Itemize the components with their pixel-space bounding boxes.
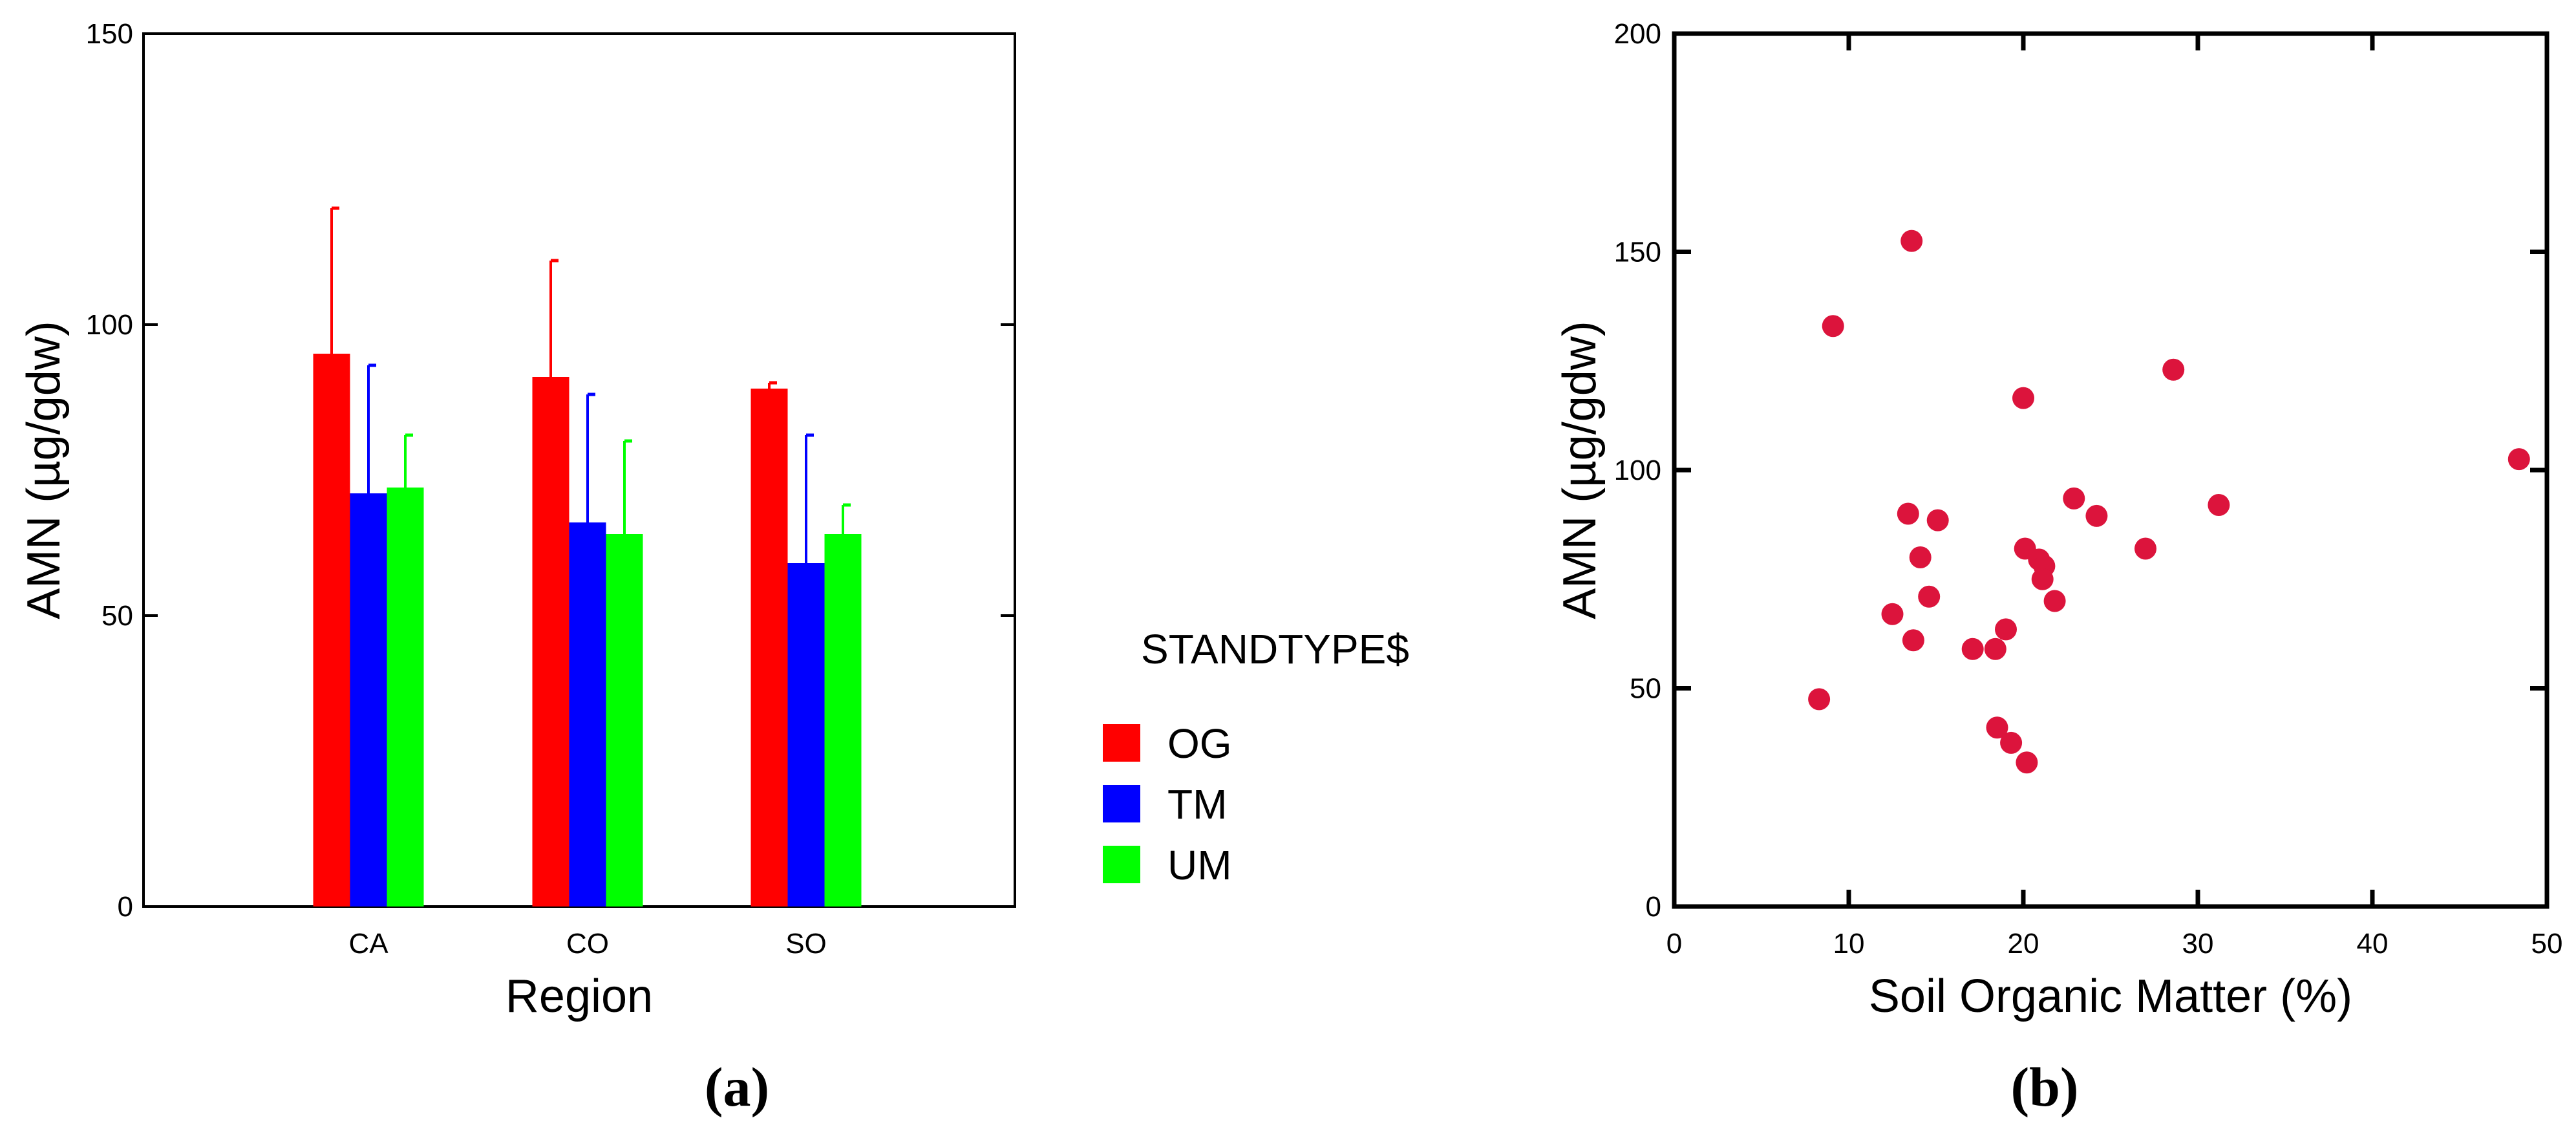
scatter-point — [2000, 731, 2023, 754]
y-axis-title: AMN (µg/gdw) — [18, 321, 70, 619]
bar-tm-co — [569, 522, 606, 907]
legend-label-tm: TM — [1167, 781, 1227, 828]
bar-um-so — [824, 534, 862, 907]
scatter-point — [2063, 487, 2085, 510]
error-bars — [330, 206, 851, 563]
x-tick-label: CO — [566, 928, 609, 960]
legend-items: OG TM UM — [1103, 720, 1232, 888]
y-tick-label: 100 — [86, 309, 133, 341]
y-tick-label: 150 — [1614, 237, 1661, 268]
y-axis-ticks: 0 50 100 150 200 — [1614, 18, 2547, 923]
bar-og-co — [532, 377, 569, 907]
x-tick-label: 40 — [2357, 928, 2389, 960]
bar-tm-so — [787, 563, 825, 907]
y-tick-label: 50 — [1630, 673, 1661, 705]
legend-title: STANDTYPE$ — [1141, 626, 1409, 672]
x-tick-label: 20 — [2008, 928, 2039, 960]
scatter-point — [1961, 638, 1984, 660]
legend-label-og: OG — [1167, 720, 1232, 767]
bar-og-ca — [313, 354, 350, 907]
bar-um-ca — [387, 488, 424, 907]
x-axis-title: Region — [506, 971, 653, 1022]
scatter-point — [1881, 603, 1904, 625]
scatter-point — [1902, 629, 1924, 652]
legend-label-um: UM — [1167, 842, 1232, 888]
x-tick-label: 30 — [2182, 928, 2214, 960]
scatter-point — [1808, 688, 1831, 711]
panel-label: (b) — [2010, 1056, 2078, 1118]
y-tick-label: 50 — [101, 600, 133, 632]
scatter-point — [1995, 618, 2017, 641]
y-axis-title: AMN (µg/gdw) — [1554, 321, 1606, 619]
x-tick-label: SO — [785, 928, 827, 960]
x-tick-label: 50 — [2531, 928, 2563, 960]
scatter-point — [1986, 716, 2008, 739]
y-tick-label: 0 — [1646, 891, 1661, 923]
scatter-point — [2507, 448, 2530, 471]
y-tick-label: 200 — [1614, 18, 1661, 50]
scatter-point — [2043, 590, 2066, 612]
scatter-point — [2085, 504, 2108, 527]
bar-tm-ca — [350, 493, 387, 907]
scatter-point — [2208, 494, 2230, 516]
x-axis-ticks: 0 10 20 30 40 50 — [1666, 34, 2563, 960]
scatter-point — [2016, 751, 2038, 774]
bar-um-co — [606, 534, 643, 907]
bar-chart-panel: 0 50 100 150 CA CO SO AMN (µg/gdw) Region (a) — [18, 18, 1016, 1118]
x-axis-title: Soil Organic Matter (%) — [1869, 971, 2352, 1022]
bars — [313, 354, 862, 907]
x-tick-label: CA — [348, 928, 389, 960]
scatter-points — [1808, 230, 2530, 774]
x-tick-label: 10 — [1833, 928, 1865, 960]
scatter-chart-panel: 0 50 100 150 200 0 10 20 30 40 50 AMN (µg/gdw) So… — [1554, 18, 2562, 1118]
x-axis-ticks: CA CO SO — [348, 892, 827, 960]
scatter-point — [1900, 230, 1923, 252]
scatter-point — [1909, 546, 1932, 568]
legend-swatch-tm — [1103, 785, 1140, 822]
y-axis-ticks: 0 50 100 150 — [86, 18, 1015, 923]
legend: STANDTYPE$ OG TM UM — [1103, 626, 1409, 888]
scatter-point — [1822, 315, 1844, 338]
scatter-point — [1926, 509, 1949, 531]
y-tick-label: 100 — [1614, 455, 1661, 486]
scatter-point — [2134, 537, 2156, 560]
legend-swatch-um — [1103, 846, 1140, 883]
scatter-point — [2031, 568, 2054, 590]
scatter-point — [2012, 387, 2034, 409]
scatter-point — [1897, 502, 1919, 525]
scatter-point — [2162, 358, 2185, 381]
scatter-point — [1918, 585, 1941, 608]
y-tick-label: 150 — [86, 18, 133, 50]
scatter-point — [1984, 638, 2007, 660]
y-tick-label: 0 — [118, 891, 133, 923]
plot-frame — [1672, 31, 2549, 909]
panel-label: (a) — [705, 1056, 769, 1118]
bar-og-so — [750, 389, 788, 907]
x-tick-label: 0 — [1666, 928, 1682, 960]
legend-swatch-og — [1103, 724, 1140, 762]
